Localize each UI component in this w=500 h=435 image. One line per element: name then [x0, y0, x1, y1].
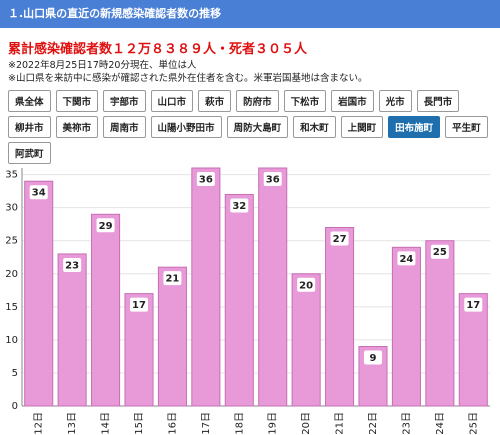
- x-tick-label: 18日: [234, 412, 245, 435]
- chart: 0 5 10 15 20 25 30 35 12日 34 13日 23 14日 29 15日 17 16日 21 1…: [5, 167, 490, 435]
- region-button[interactable]: 下松市: [283, 90, 327, 112]
- bar: [157, 266, 187, 407]
- note: ※山口県を来訪中に感染が確認された県外在住者を含む。米軍岩国基地は含まない。: [8, 73, 368, 84]
- value-label-box: [130, 297, 148, 312]
- x-tick-label: 14日: [101, 412, 112, 435]
- region-button[interactable]: 周防大島町: [226, 116, 289, 138]
- value-label-box: [297, 277, 316, 292]
- value-label-box: [263, 172, 282, 186]
- region-button[interactable]: 山口市: [150, 90, 194, 112]
- y-tick-label: 0: [12, 401, 18, 412]
- bar: [24, 180, 54, 407]
- value-label-box: [364, 350, 382, 365]
- value-label: 23: [65, 260, 79, 271]
- value-label-box: [196, 172, 215, 186]
- region-button[interactable]: 光市: [378, 90, 412, 112]
- y-tick-label: 30: [5, 203, 18, 214]
- region-button[interactable]: 下関市: [55, 90, 99, 112]
- summary-total: 累計感染確認者数１２万８３８９人・死者３０５人: [8, 42, 308, 57]
- value-label-box: [230, 198, 249, 213]
- region-button[interactable]: 田布施町: [388, 116, 441, 138]
- value-label: 24: [399, 254, 413, 265]
- y-tick-label: 20: [5, 269, 18, 280]
- value-label: 32: [232, 201, 246, 212]
- value-label-box: [397, 251, 416, 266]
- note: ※2022年8月25日17時20分現在、単位は人: [8, 60, 197, 71]
- region-button[interactable]: 岩国市: [331, 90, 374, 112]
- bar: [224, 193, 254, 407]
- value-label: 36: [199, 175, 213, 186]
- bar: [291, 273, 321, 407]
- value-label-box: [464, 297, 483, 312]
- x-tick-label: 19日: [268, 412, 279, 435]
- region-button[interactable]: 上関町: [340, 116, 384, 138]
- region-button[interactable]: 防府市: [236, 90, 279, 112]
- value-label: 21: [165, 274, 179, 285]
- bar: [391, 246, 421, 407]
- value-label: 25: [433, 247, 447, 258]
- region-button[interactable]: 山陽小野田市: [150, 116, 222, 138]
- value-label-box: [29, 185, 48, 200]
- region-button[interactable]: 萩市: [198, 90, 232, 112]
- bar: [191, 167, 221, 407]
- value-label-box: [63, 257, 82, 272]
- x-tick-label: 23日: [401, 412, 412, 435]
- value-label-box: [96, 218, 115, 233]
- x-tick-label: 21日: [335, 412, 346, 435]
- value-label-box: [430, 244, 449, 259]
- value-label: 27: [333, 234, 347, 245]
- region-button[interactable]: 美祢市: [55, 116, 99, 138]
- x-tick-label: 22日: [368, 412, 379, 435]
- value-label-box: [163, 271, 182, 286]
- bar: [425, 240, 455, 407]
- value-label: 34: [32, 188, 46, 199]
- value-label: 17: [466, 300, 480, 311]
- value-label: 17: [132, 300, 146, 311]
- bar: [258, 167, 288, 407]
- region-button[interactable]: 周南市: [103, 116, 146, 138]
- bar: [91, 213, 121, 407]
- value-label-box: [330, 231, 349, 246]
- value-label: 9: [370, 353, 377, 364]
- region-button[interactable]: 阿武町: [8, 142, 51, 164]
- y-tick-label: 25: [5, 236, 18, 247]
- value-label: 20: [299, 280, 313, 291]
- y-tick-label: 10: [5, 335, 18, 346]
- header-title: １.山口県の直近の新規感染確認者数の推移: [0, 0, 500, 28]
- bar: [458, 293, 488, 407]
- x-tick-label: 13日: [67, 412, 78, 435]
- x-tick-label: 17日: [201, 412, 212, 435]
- region-button[interactable]: 県全体: [8, 90, 51, 112]
- x-tick-label: 16日: [167, 412, 178, 435]
- bar: [57, 253, 87, 407]
- y-tick-label: 5: [12, 368, 18, 379]
- button-bar: 県全体 下関市 宇部市 山口市 萩市 防府市 下松市 岩国市 光市 長門市柳井市 美祢市 周南市 山陽小…: [8, 90, 488, 164]
- region-button[interactable]: 柳井市: [8, 116, 51, 138]
- y-tick-label: 15: [5, 302, 18, 313]
- region-button[interactable]: 和木町: [293, 116, 336, 138]
- y-tick-label: 35: [5, 170, 18, 181]
- value-label: 36: [266, 175, 280, 186]
- value-label: 29: [99, 221, 113, 232]
- x-tick-label: 15日: [134, 412, 145, 435]
- region-button[interactable]: 宇部市: [103, 90, 146, 112]
- region-button[interactable]: 長門市: [416, 90, 460, 112]
- x-tick-label: 12日: [34, 412, 45, 435]
- bar: [325, 227, 355, 407]
- x-tick-label: 24日: [435, 412, 446, 435]
- bar: [124, 293, 154, 407]
- x-tick-label: 25日: [468, 412, 479, 435]
- region-button[interactable]: 平生町: [445, 116, 488, 138]
- x-tick-label: 20日: [301, 412, 312, 435]
